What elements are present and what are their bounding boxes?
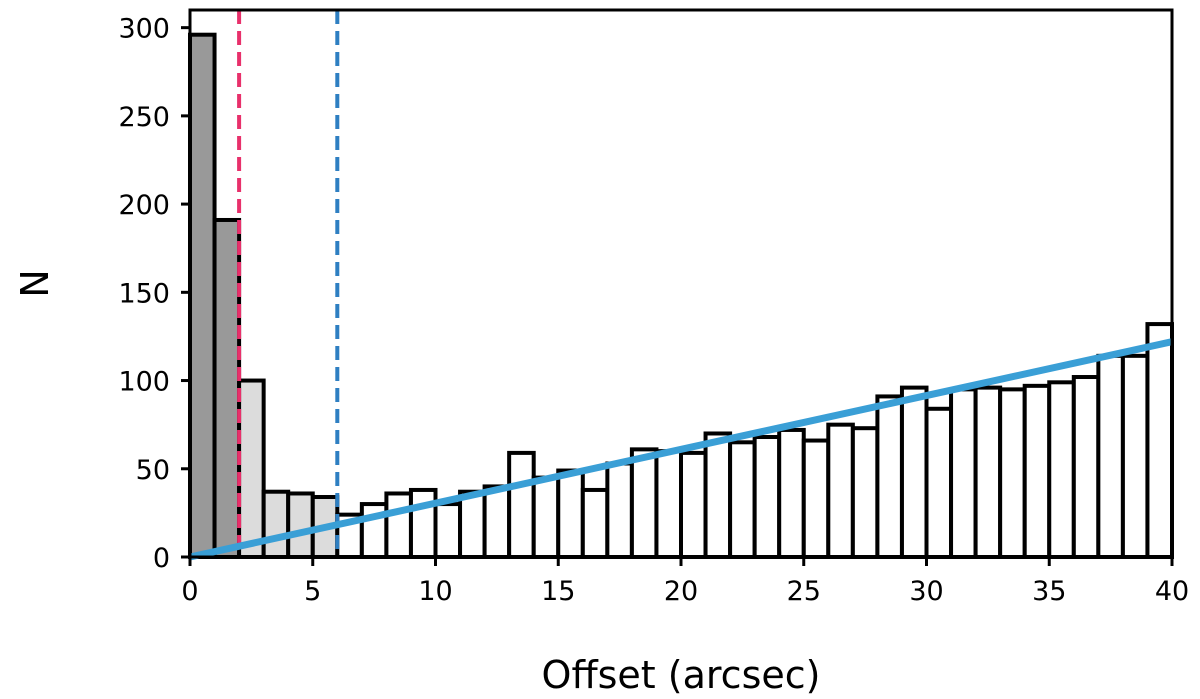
histogram-bar — [580, 487, 610, 560]
y-tick-label: 100 — [118, 367, 170, 398]
histogram-bar — [384, 491, 413, 559]
histogram-bar — [237, 378, 266, 560]
y-tick-label: 250 — [118, 102, 170, 133]
histogram-bar — [1047, 380, 1076, 559]
threshold-lines — [237, 10, 340, 557]
histogram-bar — [703, 431, 733, 559]
histogram-bar — [949, 387, 978, 559]
ticks: 0 5 10 15 20 25 30 35 40 0 50 100 150 200 250 300 — [118, 14, 1189, 607]
histogram-bar — [924, 406, 954, 559]
histogram-bar — [531, 475, 561, 559]
histogram-bar — [777, 427, 806, 559]
histogram-bar — [850, 426, 880, 559]
histogram-bar — [1096, 353, 1125, 559]
histogram-bar — [261, 489, 291, 559]
histogram-bar — [458, 489, 487, 559]
histogram-bar — [433, 502, 463, 559]
x-tick-label: 40 — [1155, 576, 1189, 607]
histogram-bar — [801, 438, 831, 559]
histogram-bar — [728, 440, 757, 560]
x-tick-label: 30 — [909, 576, 943, 607]
x-tick-label: 25 — [787, 576, 821, 607]
histogram-bar — [679, 450, 708, 560]
histogram-bar — [408, 487, 438, 560]
x-tick-label: 20 — [664, 576, 698, 607]
histogram-bar — [286, 491, 315, 559]
histogram-bar — [605, 461, 634, 560]
histogram-bar — [1071, 375, 1101, 559]
histogram-bar — [998, 387, 1027, 559]
histogram-bar — [899, 385, 929, 559]
fit-line-group — [189, 338, 1173, 561]
y-tick-label: 300 — [118, 14, 170, 45]
histogram-bar — [654, 449, 684, 559]
histogram-bar — [752, 435, 782, 560]
x-tick-label: 0 — [181, 576, 198, 607]
y-tick-label: 0 — [153, 543, 170, 574]
histogram-bar — [875, 394, 904, 560]
histogram-bar — [212, 217, 242, 559]
x-tick-label: 35 — [1032, 576, 1066, 607]
histogram-bar — [1145, 322, 1174, 559]
histogram-bar — [188, 32, 217, 559]
x-tick-label: 15 — [541, 576, 575, 607]
histogram-bar — [507, 450, 536, 560]
x-tick-label: 5 — [304, 576, 321, 607]
histogram-bar — [482, 484, 512, 559]
x-axis-label: Offset (arcsec) — [542, 653, 821, 697]
y-tick-label: 150 — [118, 278, 170, 309]
histogram-bar — [629, 447, 659, 559]
histogram-bar — [1022, 383, 1052, 560]
y-tick-label: 50 — [136, 455, 170, 486]
histogram-bar — [973, 385, 1003, 559]
y-tick-label: 200 — [118, 190, 170, 221]
y-axis-label: N — [13, 269, 57, 297]
histogram-bar — [556, 468, 585, 559]
histogram-bar — [826, 422, 855, 559]
x-tick-label: 10 — [418, 576, 452, 607]
histogram-bar — [1120, 353, 1150, 559]
fit-line — [189, 338, 1173, 561]
histogram-bars — [188, 32, 1174, 560]
